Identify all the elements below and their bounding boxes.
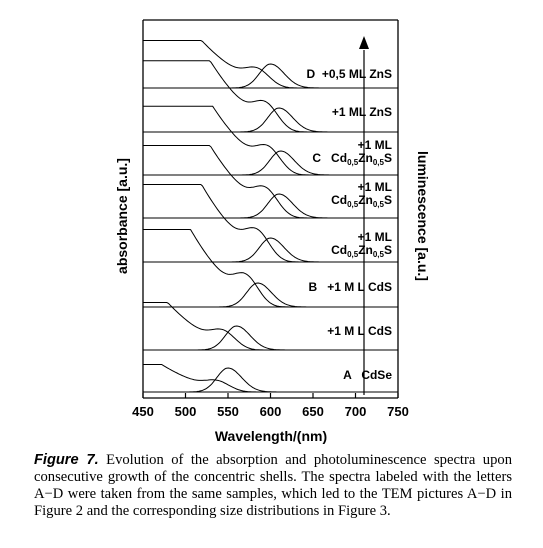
absorbance-curve [143, 229, 356, 308]
label-text: CdSe [351, 368, 392, 382]
luminescence-peak [223, 237, 330, 263]
absorbance-curve [143, 184, 356, 263]
x-tick-label: 500 [175, 404, 197, 419]
luminescence-peak [232, 107, 339, 133]
x-axis-title: Wavelength/(nm) [215, 428, 327, 444]
arrow-head [359, 36, 369, 49]
label-text: +1 ML [358, 180, 392, 194]
trace-label: +1 ML [358, 230, 392, 244]
label-text: +1 M L CdS [327, 324, 392, 338]
trace-label: C Cd0,5Zn0,5S [312, 151, 392, 167]
y-axis-right-title: luminescence [a.u.] [415, 151, 431, 281]
figure-label: Figure 7. [34, 452, 99, 468]
caption-text: Evolution of the absorption and photolum… [34, 452, 512, 519]
x-tick-label: 600 [260, 404, 282, 419]
label-text: A [343, 368, 352, 382]
label-text: Zn [358, 193, 373, 207]
label-text: S [384, 243, 392, 257]
trace-label: +1 ML [358, 180, 392, 194]
label-subscript: 0,5 [347, 158, 359, 167]
label-subscript: 0,5 [373, 200, 385, 209]
trace-label: A CdSe [343, 368, 392, 382]
label-subscript: 0,5 [347, 200, 359, 209]
label-text: +1 ML ZnS [332, 105, 392, 119]
spectra-chart: 450 500 550 600 650 700 750 A CdSe +1 M L CdS B … [114, 19, 431, 444]
trace-label: B +1 M L CdS [309, 280, 392, 294]
absorbance-curve [143, 302, 356, 351]
label-text: Zn [358, 243, 373, 257]
luminescence-peak [181, 367, 288, 393]
label-text: +1 ML [358, 230, 392, 244]
label-text: Zn [358, 151, 373, 165]
x-tick-label: 700 [345, 404, 367, 419]
figure-caption: Figure 7. Evolution of the absorption an… [34, 452, 512, 520]
luminescence-peak [223, 63, 330, 89]
label-subscript: 0,5 [373, 250, 385, 259]
label-text: +1 ML [358, 138, 392, 152]
spectra-traces [143, 40, 398, 393]
up-arrow [359, 36, 369, 395]
x-ticks: 450 500 550 600 650 700 750 [132, 393, 409, 419]
luminescence-peak [211, 282, 317, 308]
luminescence-peak [233, 150, 340, 176]
y-axis-left-title: absorbance [a.u.] [114, 158, 130, 274]
label-text: S [384, 193, 392, 207]
trace-label: Cd0,5Zn0,5S [331, 243, 392, 259]
label-text: Cd [331, 193, 347, 207]
label-text: Cd [331, 243, 347, 257]
label-text: S [384, 151, 392, 165]
luminescence-peak [189, 325, 296, 351]
label-subscript: 0,5 [373, 158, 385, 167]
x-tick-label: 550 [217, 404, 239, 419]
trace-label: +1 M L CdS [327, 324, 392, 338]
trace-label: +1 ML [358, 138, 392, 152]
trace-label: +1 ML ZnS [332, 105, 392, 119]
label-text: D +0,5 ML ZnS [307, 67, 392, 81]
label-text: C Cd [312, 151, 347, 165]
label-subscript: 0,5 [347, 250, 359, 259]
trace-label: Cd0,5Zn0,5S [331, 193, 392, 209]
luminescence-peak [232, 193, 339, 219]
x-tick-label: 750 [387, 404, 409, 419]
label-text: B +1 M L CdS [309, 280, 392, 294]
absorbance-curve [143, 364, 356, 393]
x-tick-label: 450 [132, 404, 154, 419]
trace-label: D +0,5 ML ZnS [307, 67, 392, 81]
x-tick-label: 650 [302, 404, 324, 419]
